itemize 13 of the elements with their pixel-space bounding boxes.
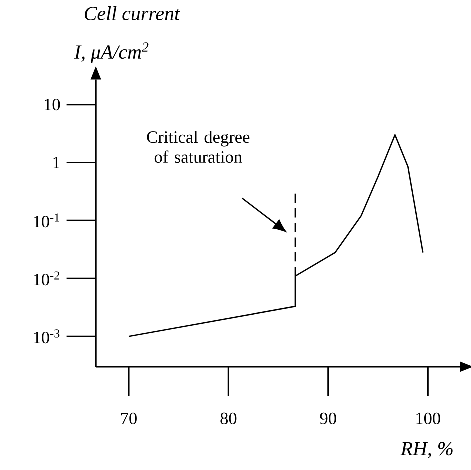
x-tick-label: 90	[320, 413, 336, 425]
x-axis-title: RH, %	[400, 442, 453, 459]
y-tick-label: 10	[45, 99, 60, 111]
x-tick-label: 100	[416, 413, 440, 425]
y-tick-label: 10$^{-3}$	[34, 330, 60, 344]
ref-line-label: Critical degree of saturation	[147, 131, 250, 164]
x-tick-label: 70	[121, 413, 137, 425]
y-axis-title: I, μA/cm$^{2}$	[74, 42, 149, 64]
chart-title: Cell current	[84, 6, 180, 21]
y-tick-label: 1	[54, 157, 60, 169]
x-tick-label: 80	[220, 413, 237, 425]
y-tick-label: 10$^{-2}$	[34, 272, 60, 286]
y-tick-label: 10$^{-1}$	[34, 214, 60, 228]
